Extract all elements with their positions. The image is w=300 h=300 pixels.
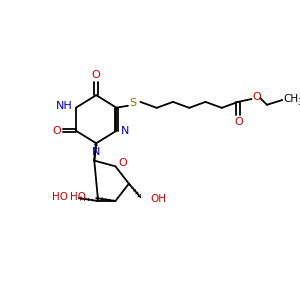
Text: HO: HO bbox=[70, 192, 86, 202]
Text: 3: 3 bbox=[298, 98, 300, 107]
Text: O: O bbox=[252, 92, 261, 102]
Text: O: O bbox=[119, 158, 128, 169]
Text: CH: CH bbox=[284, 94, 298, 104]
Text: O: O bbox=[235, 117, 243, 127]
Text: O: O bbox=[92, 70, 100, 80]
Text: S: S bbox=[129, 98, 136, 108]
Text: O: O bbox=[52, 126, 61, 136]
Text: N: N bbox=[92, 147, 100, 157]
Text: NH: NH bbox=[56, 101, 73, 111]
Text: N: N bbox=[121, 126, 129, 136]
Text: HO: HO bbox=[52, 192, 68, 202]
Text: OH: OH bbox=[150, 194, 166, 204]
